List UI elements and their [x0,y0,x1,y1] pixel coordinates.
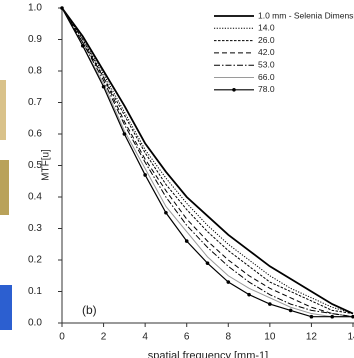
y-tick-label: 0.0 [28,318,42,329]
series-line [62,8,353,317]
series-line [62,8,353,314]
x-tick-label: 6 [184,332,190,343]
y-tick-label: 0.2 [28,255,42,266]
legend-label: 53.0 [258,59,275,69]
y-tick-label: 0.8 [28,66,42,77]
series-marker [206,261,210,265]
legend-label: 14.0 [258,23,275,33]
series-marker [226,280,230,284]
y-tick-label: 0.1 [28,286,42,297]
x-tick-label: 4 [142,332,148,343]
y-tick-label: 0.9 [28,34,42,45]
series-marker [164,211,168,215]
annotation: (b) [82,303,97,317]
y-tick-label: 0.6 [28,129,42,140]
series-line [62,8,353,317]
series-marker [268,302,272,306]
x-tick-label: 10 [264,332,276,343]
series-line [62,8,353,317]
series-line [62,8,353,314]
x-tick-label: 14 [347,332,354,343]
y-tick-label: 0.5 [28,160,42,171]
left-image-fragment [0,80,6,140]
series-marker [330,315,334,319]
series-marker [289,309,293,313]
series-marker [143,173,147,177]
series-marker [123,132,127,136]
x-tick-label: 0 [59,332,65,343]
chart: (b) MTF[u] spatial frequency [mm-1] 0.0 0… [0,0,354,358]
legend-label: 1.0 mm - Selenia Dimensions [258,10,354,20]
series-marker [81,44,85,48]
legend-label: 42.0 [258,47,275,57]
x-tick-label: 8 [226,332,232,343]
x-tick-label: 12 [306,332,318,343]
series-marker [102,85,106,89]
series-marker [310,315,314,319]
y-axis-label: MTF[u] [41,149,52,181]
page: (b) MTF[u] spatial frequency [mm-1] 0.0 0… [0,0,354,358]
series-line [62,8,353,317]
series-marker [60,6,64,10]
series-line [62,8,353,314]
legend-label: 26.0 [258,35,275,45]
y-tick-label: 0.3 [28,223,42,234]
series-marker [185,239,189,243]
series-marker [247,293,251,297]
left-image-fragment [0,285,12,330]
legend-marker [232,88,236,92]
y-tick-label: 0.4 [28,192,42,203]
left-image-fragment [0,160,9,215]
x-tick-label: 2 [101,332,107,343]
legend-label: 66.0 [258,72,275,82]
y-tick-label: 1.0 [28,3,42,14]
x-axis-label: spatial frequency [mm-1] [148,350,268,358]
y-tick-label: 0.7 [28,97,42,108]
legend-label: 78.0 [258,84,275,94]
